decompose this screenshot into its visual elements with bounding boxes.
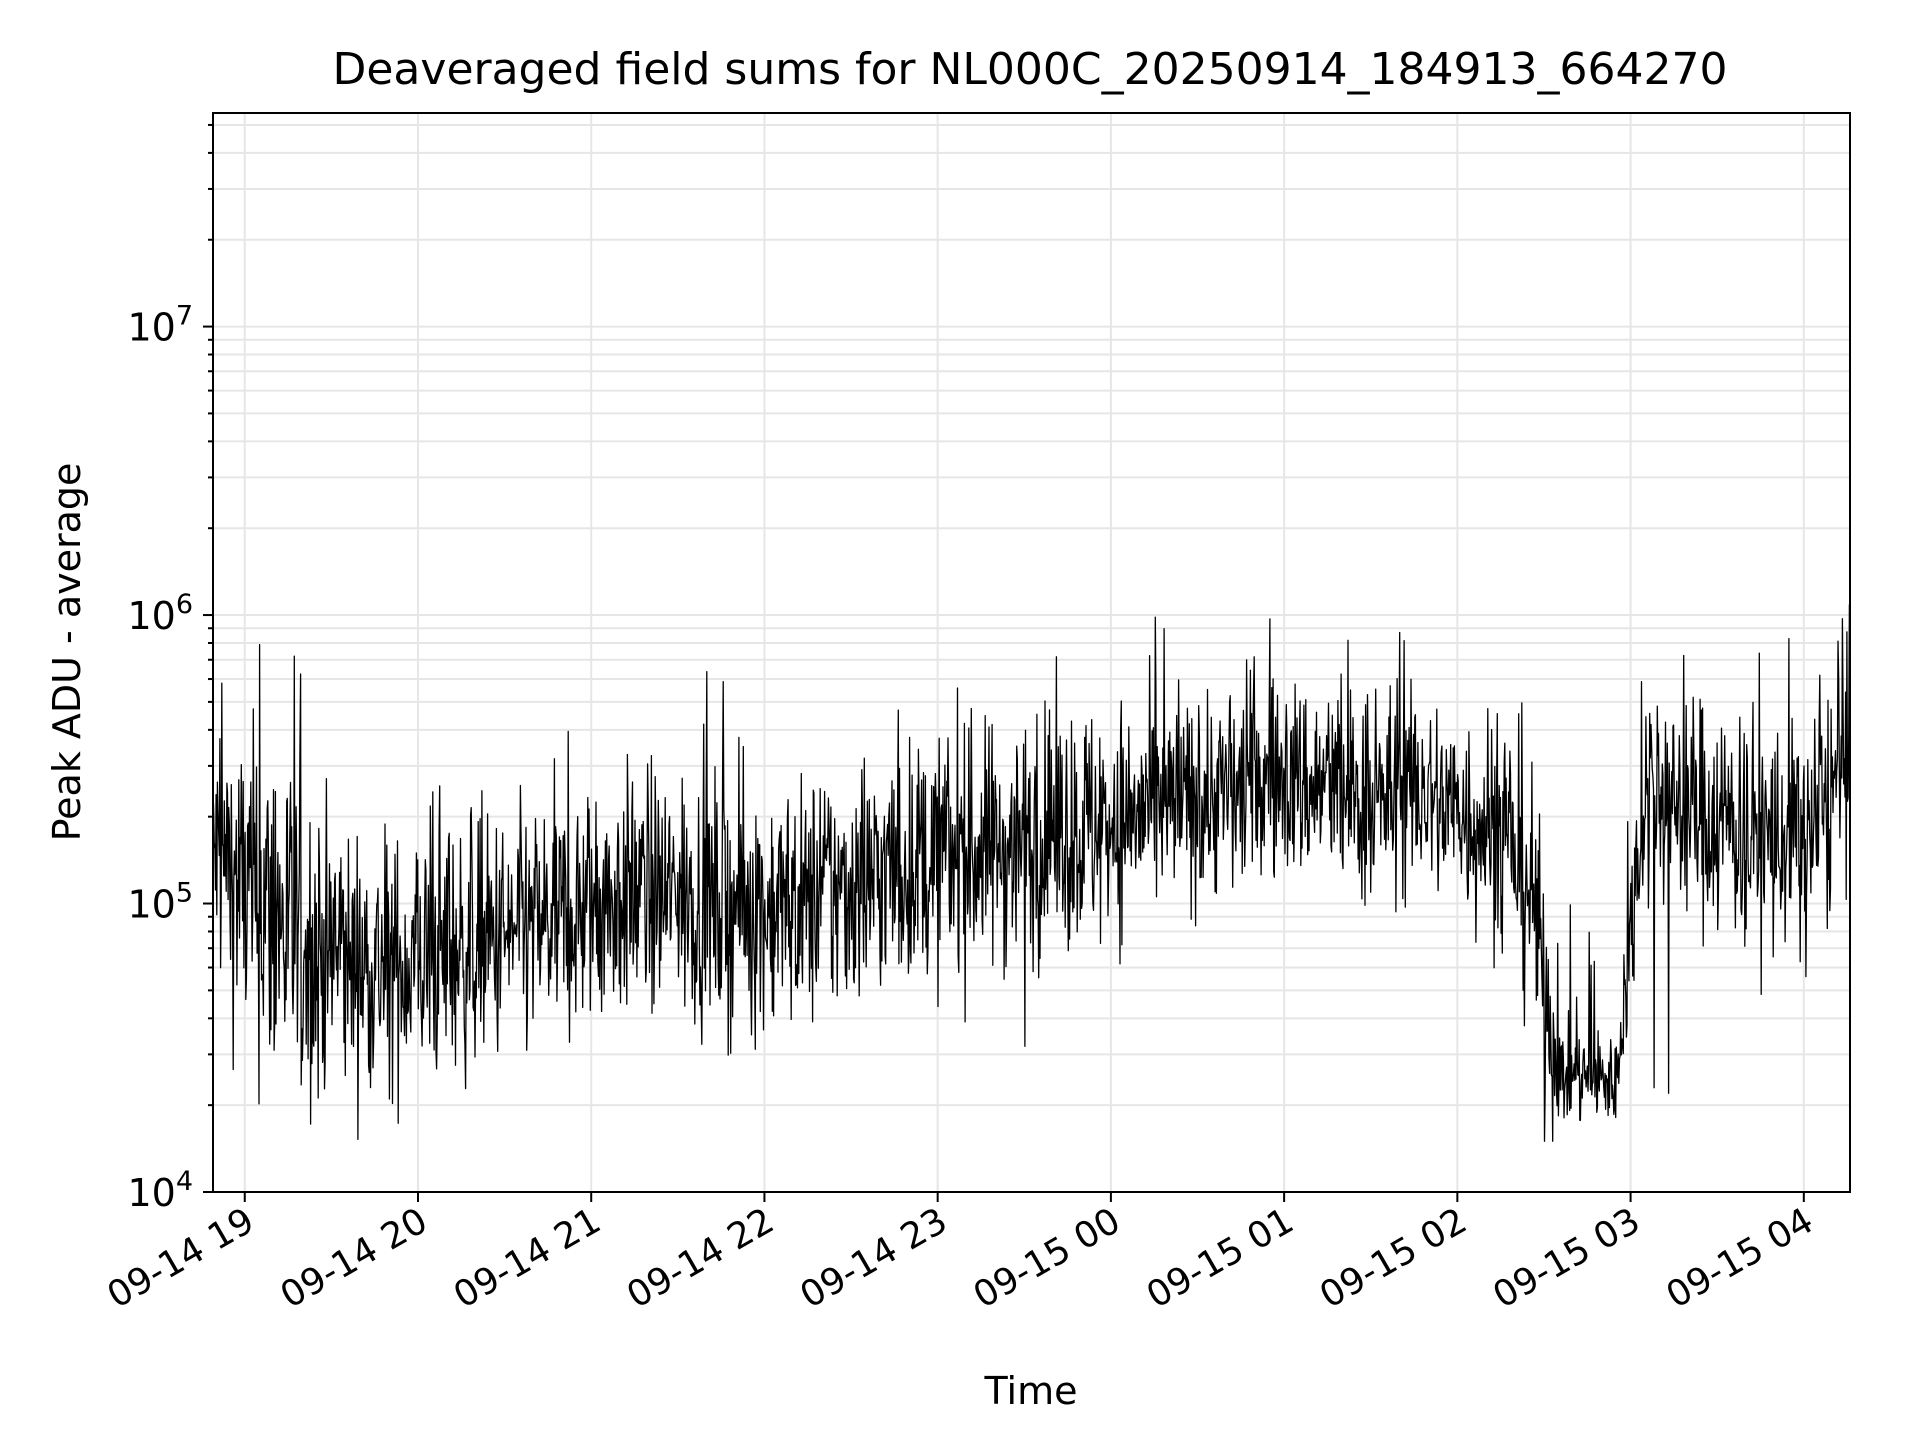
chart-title: Deaveraged field sums for NL000C_2025091…	[332, 44, 1727, 95]
y-tick-label: 107	[127, 301, 193, 350]
plot-frame	[212, 112, 1851, 1193]
y-axis: 104 105 106 107	[127, 123, 213, 1215]
y-axis-label: Peak ADU - average	[45, 463, 89, 842]
series-line	[212, 604, 1851, 1142]
y-tick-label: 104	[127, 1166, 193, 1215]
x-axis-label: Time	[984, 1369, 1078, 1413]
series-layer	[212, 604, 1851, 1142]
y-tick-label: 106	[127, 589, 193, 638]
y-tick-label: 105	[127, 878, 193, 927]
